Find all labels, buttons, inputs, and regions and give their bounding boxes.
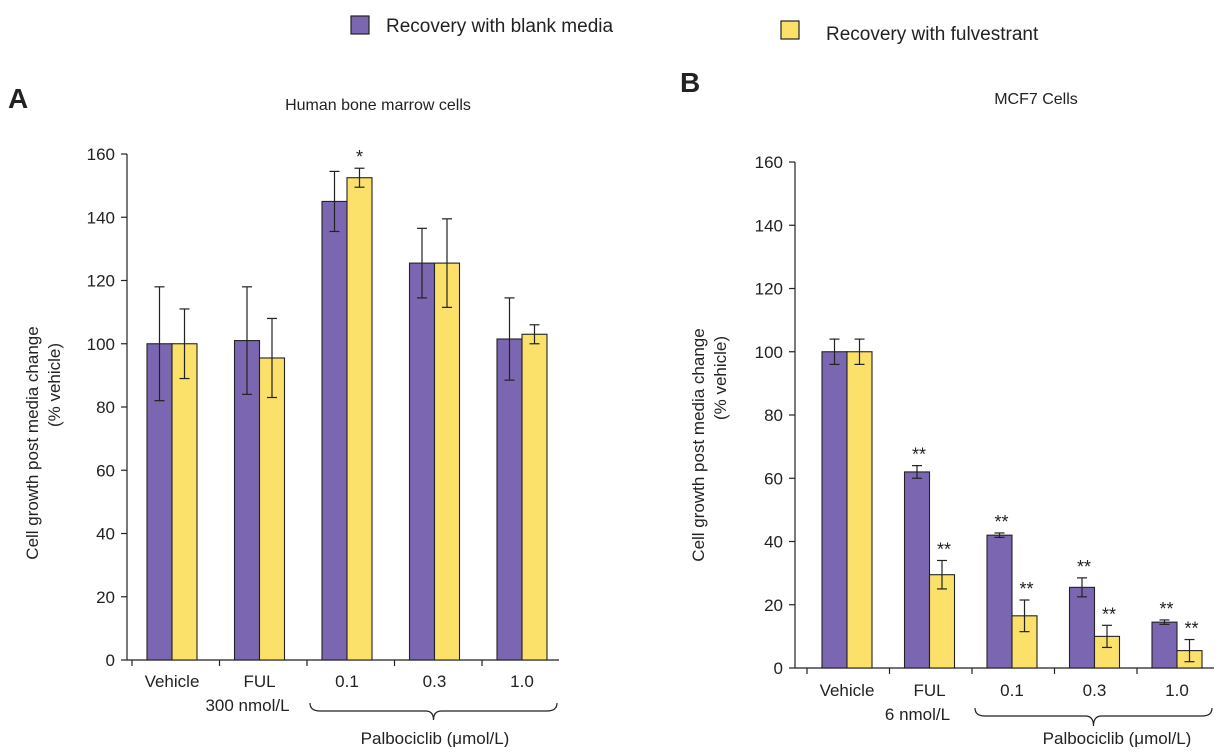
panel-b-significance-mark: ** xyxy=(1102,604,1116,624)
panel-a-x-tick-label: 0.1 xyxy=(335,672,359,691)
panel-a-x-tick-label: FUL xyxy=(243,672,275,691)
panel-b-group-label: Palbociclib (μmol/L) xyxy=(1043,729,1192,747)
panel-a-x-tick-label: Vehicle xyxy=(145,672,200,691)
panel-b-y-tick-label: 20 xyxy=(764,596,783,615)
panel-a-ylabel: Cell growth post media change xyxy=(23,326,42,559)
panel-b-x-tick-label: Vehicle xyxy=(820,681,875,700)
panel-a-y-tick-label: 40 xyxy=(96,525,115,544)
panel-a-bar xyxy=(146,343,173,661)
panel-a-bar xyxy=(496,338,523,661)
panel-b-bar xyxy=(821,351,848,669)
panel-b-title: MCF7 Cells xyxy=(994,91,1078,108)
panel-a-x-tick-sublabel: 300 nmol/L xyxy=(205,696,289,715)
panel-b-bar xyxy=(903,471,931,669)
panel-a-y-tick-label: 60 xyxy=(96,461,115,480)
panel-a-bar xyxy=(346,177,373,661)
panel-a-y-tick-label: 100 xyxy=(87,335,115,354)
panel-b-ylabel: Cell growth post media change xyxy=(689,328,708,561)
panel-a: A Human bone marrow cells Cell growth po… xyxy=(8,83,559,748)
panel-a-x-tick-label: 1.0 xyxy=(510,672,534,691)
legend-swatch-fulvestrant xyxy=(780,20,800,40)
panel-a-bar xyxy=(408,262,436,661)
panel-b-y-tick-label: 0 xyxy=(774,659,783,678)
panel-a-title: Human bone marrow cells xyxy=(285,97,471,114)
panel-a-y-tick-label: 160 xyxy=(87,145,115,164)
panel-b-plot: 0 20 40 60 80 100 120 140 160 Vehicle ** ** FUL 6 nmo… xyxy=(755,153,1214,727)
panel-b-y-tick-label: 160 xyxy=(755,153,783,172)
panel-a-group-brace xyxy=(309,702,558,721)
panel-a-label: A xyxy=(8,83,28,114)
legend-swatch-blank-media xyxy=(350,15,370,35)
panel-a-bar xyxy=(521,333,548,661)
panel-b-significance-mark: ** xyxy=(1184,619,1198,639)
panel-b-y-tick-label: 80 xyxy=(764,406,783,425)
panel-a-y-tick-label: 20 xyxy=(96,588,115,607)
panel-a-y-tick-label: 140 xyxy=(87,208,115,227)
panel-b-bar xyxy=(986,534,1013,669)
panel-a-bar xyxy=(321,200,348,661)
panel-b-y-tick-label: 120 xyxy=(755,280,783,299)
panel-a-bar xyxy=(171,343,198,661)
panel-b: B MCF7 Cells Cell growth post media chan… xyxy=(680,67,1214,748)
panel-a-bar xyxy=(258,357,286,661)
panel-b-significance-mark: ** xyxy=(912,445,926,465)
panel-a-y-tick-label: 80 xyxy=(96,398,115,417)
legend: Recovery with blank media Recovery with … xyxy=(350,15,1039,45)
panel-b-group-brace xyxy=(974,707,1213,727)
panel-a-plot: 0 20 40 60 80 100 120 140 160 Vehicle FUL 300 nmol/… xyxy=(87,145,559,721)
panel-b-significance-mark: ** xyxy=(1159,599,1173,619)
panel-a-ylabel-unit: (% vehicle) xyxy=(45,343,64,427)
legend-label-fulvestrant: Recovery with fulvestrant xyxy=(826,24,1039,45)
legend-label-blank-media: Recovery with blank media xyxy=(386,16,613,37)
panel-b-bar xyxy=(1151,621,1178,669)
panel-b-bar xyxy=(1068,586,1096,669)
panel-b-significance-mark: ** xyxy=(1019,579,1033,599)
panel-b-ylabel-unit: (% vehicle) xyxy=(711,336,730,420)
panel-a-x-tick-label: 0.3 xyxy=(423,672,447,691)
panel-b-y-tick-label: 60 xyxy=(764,469,783,488)
panel-a-y-tick-label: 120 xyxy=(87,272,115,291)
panel-b-y-tick-label: 100 xyxy=(755,343,783,362)
panel-b-bar xyxy=(846,351,873,669)
panel-b-x-tick-sublabel: 6 nmol/L xyxy=(885,705,950,724)
panel-a-group-label: Palbociclib (μmol/L) xyxy=(361,729,510,747)
panel-b-y-tick-label: 140 xyxy=(755,216,783,235)
panel-b-x-tick-label: 0.3 xyxy=(1083,681,1107,700)
panel-a-bar xyxy=(433,262,461,661)
panel-b-label: B xyxy=(680,67,700,98)
panel-b-x-tick-label: 0.1 xyxy=(1000,681,1024,700)
panel-b-significance-mark: ** xyxy=(937,539,951,559)
panel-a-significance-mark: * xyxy=(356,147,363,167)
panel-a-y-tick-label: 0 xyxy=(106,651,115,670)
panel-b-y-tick-label: 40 xyxy=(764,533,783,552)
panel-b-significance-mark: ** xyxy=(994,512,1008,532)
panel-b-x-tick-label: FUL xyxy=(913,681,945,700)
panel-b-x-tick-label: 1.0 xyxy=(1165,681,1189,700)
panel-b-significance-mark: ** xyxy=(1077,557,1091,577)
